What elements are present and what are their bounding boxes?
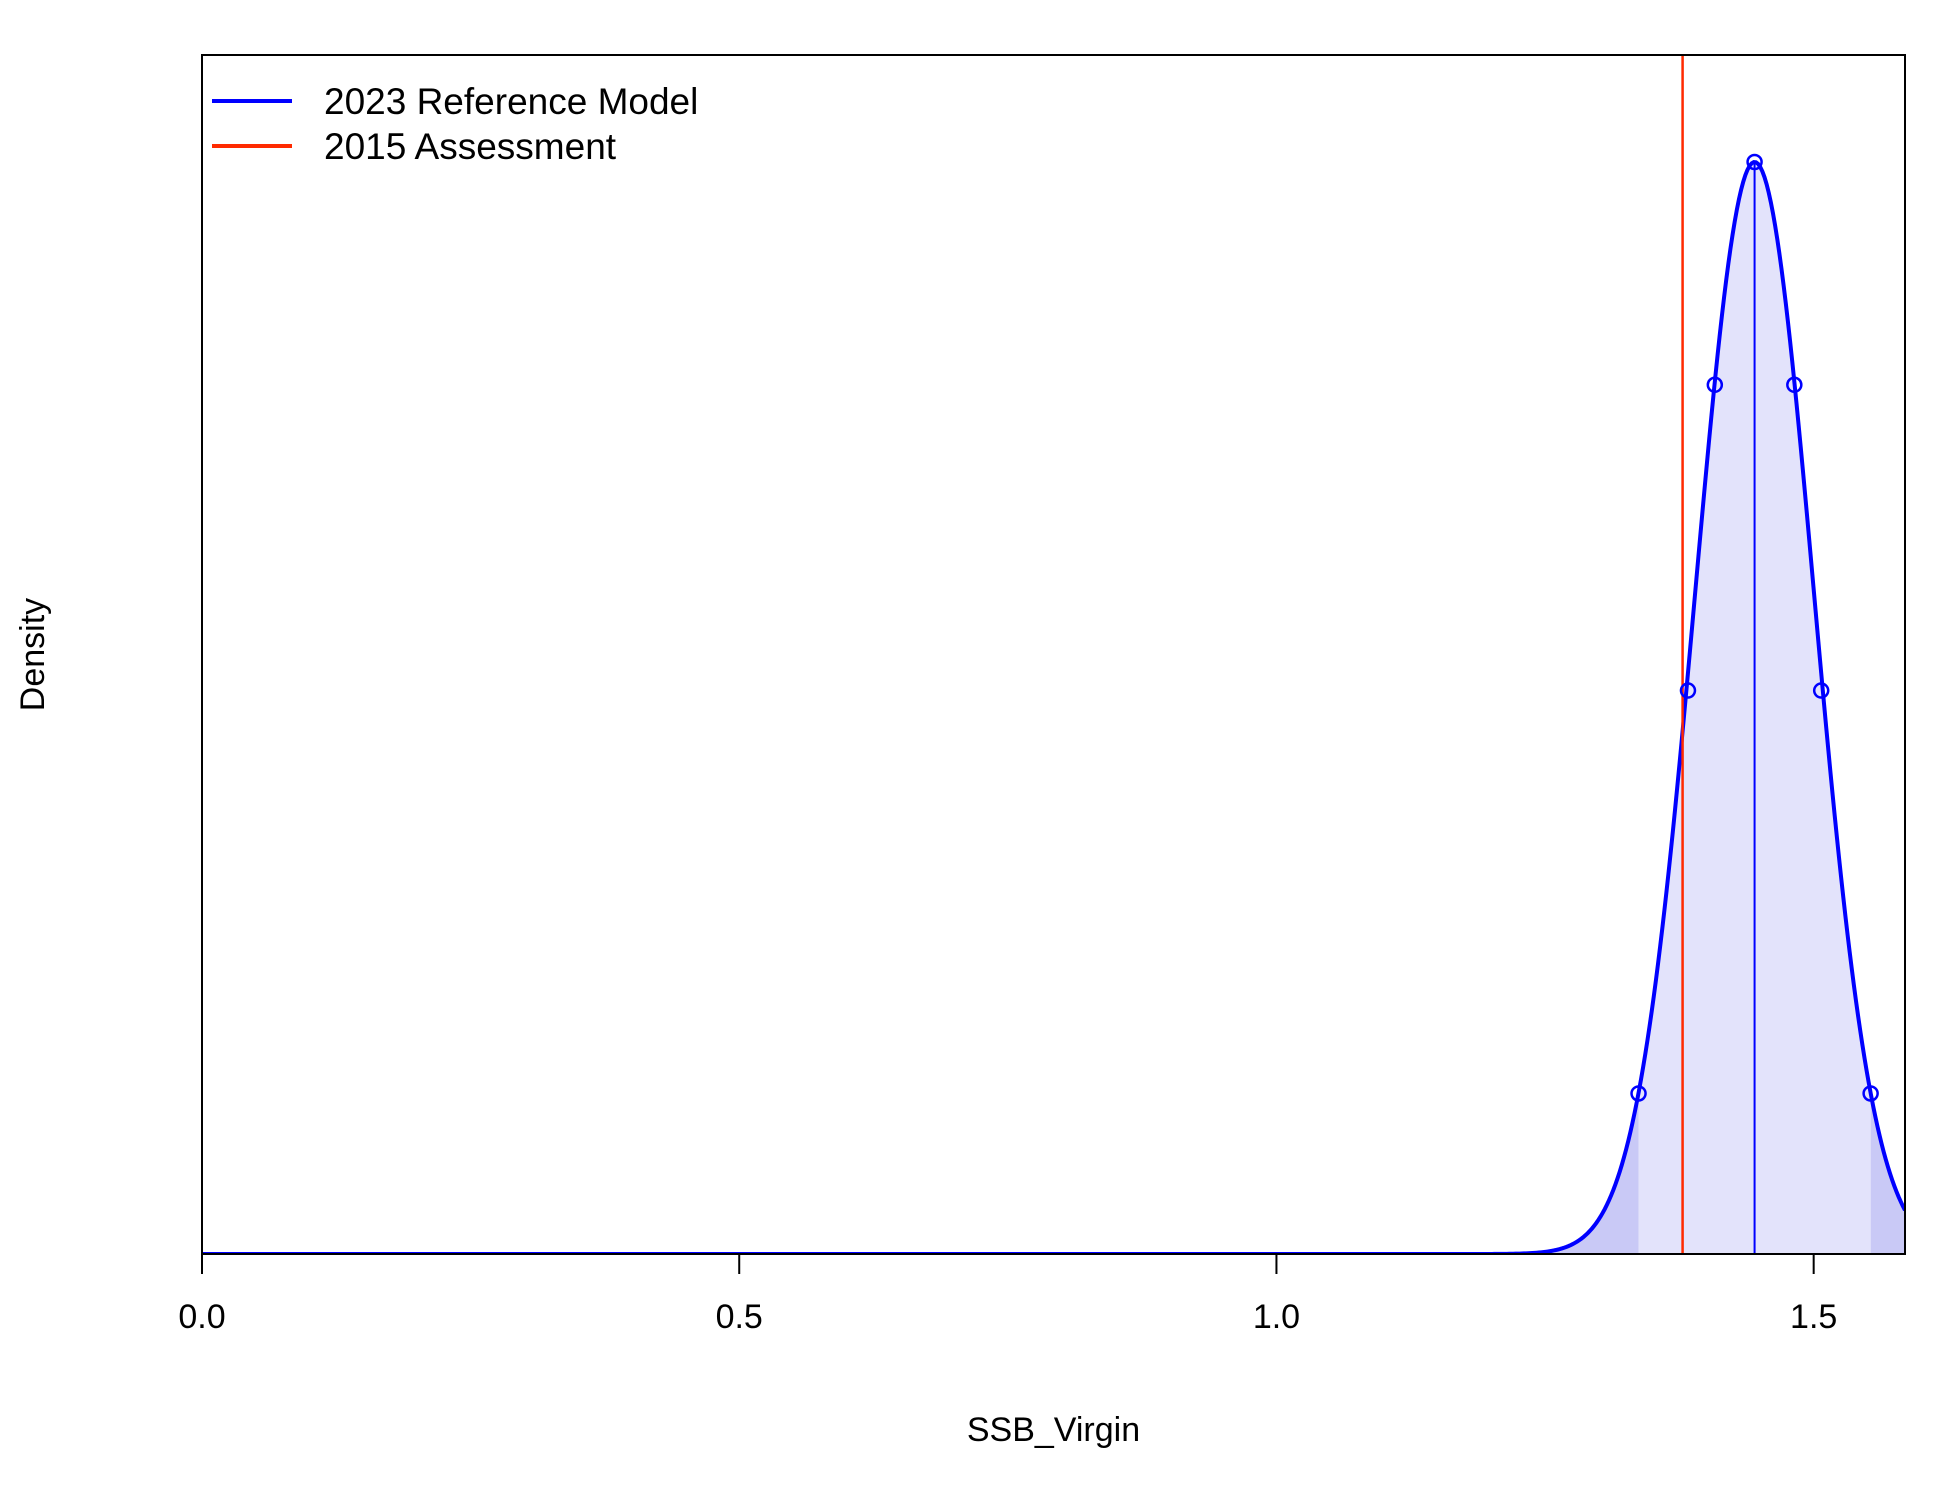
quantile-point: [1630, 1085, 1647, 1102]
legend-label: 2023 Reference Model: [324, 81, 698, 122]
quantile-point: [1812, 682, 1830, 699]
density-tail-fill-left: [1437, 1092, 1639, 1254]
x-tick-label: 0.5: [716, 1298, 763, 1336]
quantile-point: [1706, 376, 1724, 394]
legend-item: 2015 Assessment: [212, 126, 617, 167]
density-curve: [202, 160, 1905, 1254]
density-tail-fill-right: [1870, 1092, 1905, 1254]
x-axis: 0.0 0.5 1.0 1.5: [178, 1253, 1837, 1336]
quantile-point: [1746, 153, 1763, 171]
x-tick-label: 0.0: [178, 1298, 225, 1336]
legend-label: 2015 Assessment: [324, 126, 617, 167]
x-tick-label: 1.5: [1790, 1298, 1837, 1336]
quantile-point: [1679, 682, 1697, 699]
quantile-point: [1786, 376, 1803, 394]
plot-area: [202, 55, 1905, 1254]
y-axis-title: Density: [14, 598, 52, 711]
quantile-point: [1862, 1085, 1879, 1102]
legend-item: 2023 Reference Model: [212, 81, 698, 122]
x-axis-title: SSB_Virgin: [967, 1411, 1140, 1449]
x-tick-label: 1.0: [1253, 1298, 1300, 1336]
